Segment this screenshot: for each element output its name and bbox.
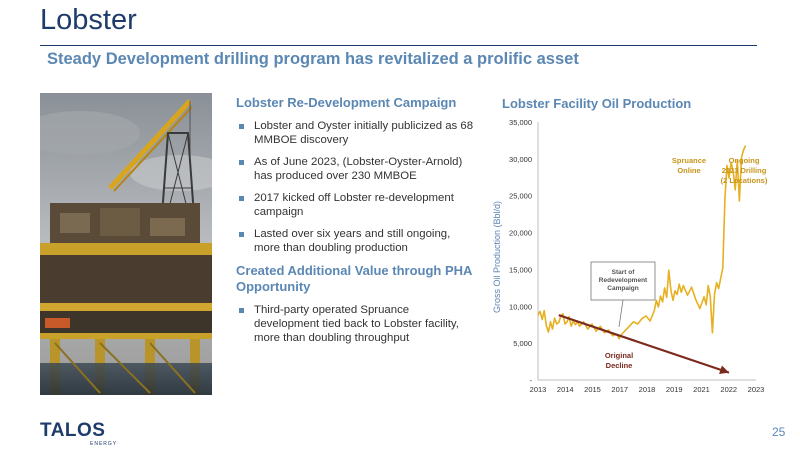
bullet-item: As of June 2023, (Lobster-Oyster-Arnold)…: [236, 155, 476, 183]
x-tick-label: 2023: [748, 385, 765, 394]
slide-subtitle: Steady Development drilling program has …: [47, 50, 579, 68]
annotation-text: Redevelopment: [599, 277, 648, 284]
annotation-text: Ongoing: [729, 156, 760, 165]
y-tick-label: 5,000: [513, 339, 532, 348]
pha-bullets: Third-party operated Spruance developmen…: [236, 303, 476, 345]
annotation-pointer: [618, 299, 624, 328]
heading-redevelopment: Lobster Re-Development Campaign: [236, 95, 457, 110]
x-tick-label: 2018: [639, 385, 656, 394]
production-chart: Gross Oil Production (Bbl/d) - 5,000 10,00…: [492, 118, 768, 394]
annotation-text: Online: [677, 166, 700, 175]
y-tick-label: 30,000: [509, 155, 532, 164]
svg-text:TALOS: TALOS: [40, 420, 105, 441]
square-bullet-icon: [239, 196, 244, 201]
redevelopment-bullets: Lobster and Oyster initially publicized …: [236, 119, 476, 255]
annotation-text: Campaign: [607, 285, 638, 292]
chart-title: Lobster Facility Oil Production: [502, 96, 692, 111]
annotation-text: Original: [605, 351, 633, 360]
production-line: [537, 145, 747, 340]
x-tick-label: 2014: [557, 385, 574, 394]
square-bullet-icon: [239, 124, 244, 129]
bullet-item: 2017 kicked off Lobster re-development c…: [236, 191, 476, 219]
title-divider: [40, 45, 757, 46]
x-tick-label: 2021: [693, 385, 710, 394]
y-tick-label: 20,000: [509, 229, 532, 238]
annotation-text: Spruance: [672, 156, 706, 165]
x-tick-label: 2015: [584, 385, 601, 394]
x-tick-label: 2017: [611, 385, 628, 394]
bullet-item: Third-party operated Spruance developmen…: [236, 303, 476, 345]
square-bullet-icon: [239, 308, 244, 313]
decline-arrow-head-icon: [719, 365, 730, 375]
square-bullet-icon: [239, 232, 244, 237]
page-number: 25: [772, 425, 786, 439]
y-tick-label: 10,000: [509, 302, 532, 311]
x-tick-label: 2022: [720, 385, 737, 394]
square-bullet-icon: [239, 160, 244, 165]
y-tick-label: -: [530, 376, 533, 385]
bullet-item: Lasted over six years and still ongoing,…: [236, 227, 476, 255]
annotation-text: (2 Locations): [721, 176, 768, 185]
annotation-box: [590, 261, 656, 301]
x-tick-label: 2019: [666, 385, 683, 394]
platform-photo: [40, 93, 212, 395]
x-tick-label: 2013: [530, 385, 547, 394]
y-tick-label: 35,000: [509, 118, 532, 127]
heading-pha-opportunity: Created Additional Value through PHA Opp…: [236, 263, 472, 294]
svg-text:ENERGY: ENERGY: [90, 441, 117, 446]
slide-title: Lobster: [40, 4, 137, 36]
talos-logo: TALOS ENERGY: [40, 418, 126, 447]
annotation-text: Decline: [606, 361, 633, 370]
y-axis-label: Gross Oil Production (Bbl/d): [492, 201, 502, 313]
annotation-text: 2023 Drilling: [722, 166, 767, 175]
y-tick-label: 25,000: [509, 192, 532, 201]
bullet-item: Lobster and Oyster initially publicized …: [236, 119, 476, 147]
annotation-text: Start of: [612, 269, 636, 276]
decline-arrow-line: [558, 314, 730, 374]
y-tick-label: 15,000: [509, 265, 532, 274]
campaign-column: Lobster Re-Development Campaign Lobster …: [236, 95, 476, 353]
